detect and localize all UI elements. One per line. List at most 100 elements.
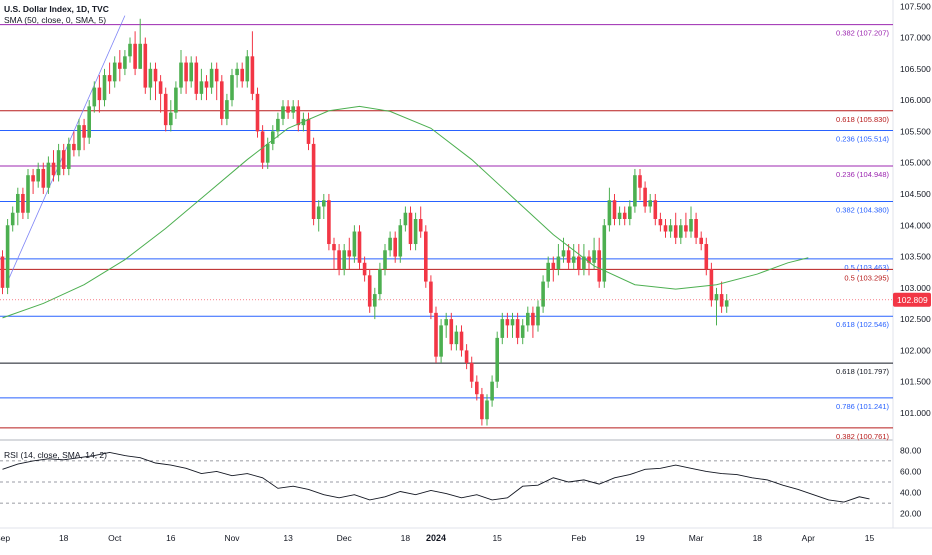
candle-body — [724, 300, 729, 307]
candle-body — [362, 262, 367, 276]
candle-body — [138, 43, 142, 69]
price-tick-label: 101.000 — [900, 408, 931, 418]
symbol-label: U.S. Dollar Index, 1D, TVC — [4, 4, 109, 14]
candle-body — [663, 225, 668, 232]
time-tick-label: Oct — [108, 533, 122, 543]
candle-body — [199, 81, 204, 94]
rsi-legend-label: RSI (14, close, SMA, 14, 2) — [4, 450, 107, 460]
candle-body — [174, 87, 178, 113]
candle-body — [133, 43, 137, 69]
candle-body — [87, 106, 91, 138]
candle-body — [107, 75, 112, 82]
candle-body — [536, 306, 540, 326]
candle-body — [653, 200, 658, 219]
candle-body — [515, 319, 520, 338]
candle-body — [220, 81, 224, 119]
price-tick-label: 101.500 — [900, 377, 931, 387]
candle-body — [475, 381, 479, 395]
price-tick-label: 105.500 — [900, 126, 931, 136]
candle-body — [520, 325, 525, 338]
candle-body — [311, 143, 316, 219]
candle-body — [332, 244, 336, 251]
candle-body — [628, 206, 632, 219]
candle-body — [689, 219, 693, 232]
candle-body — [163, 93, 168, 126]
candle-body — [526, 312, 530, 326]
candle-body — [561, 250, 566, 257]
candle-body — [77, 125, 81, 151]
candle-body — [571, 256, 576, 263]
candle-body — [194, 62, 199, 94]
candle-body — [10, 212, 15, 226]
candle-body — [398, 225, 403, 257]
candle-body — [424, 231, 428, 282]
candle-body — [577, 256, 581, 270]
rsi-line — [2, 451, 870, 503]
candle-body — [342, 250, 346, 270]
candle-body — [41, 168, 46, 188]
candle-body — [271, 131, 275, 144]
time-tick-label: Nov — [224, 533, 240, 543]
candle-body — [607, 200, 612, 226]
candle-body — [373, 294, 377, 307]
candle-body — [378, 269, 382, 295]
candle-body — [143, 43, 148, 88]
price-tick-label: 107.000 — [900, 33, 931, 43]
price-tick-label: 102.500 — [900, 314, 931, 324]
chart-legend: U.S. Dollar Index, 1D, TVC SMA (50, clos… — [4, 4, 109, 26]
candle-body — [622, 212, 627, 219]
candle-body — [495, 337, 499, 382]
time-tick-label: 2024 — [426, 533, 446, 543]
candle-body — [153, 68, 158, 82]
candle-body — [240, 68, 244, 82]
candle-body — [255, 93, 260, 132]
candle-body — [0, 256, 5, 288]
time-tick-label: 15 — [865, 533, 875, 543]
candle-body — [541, 281, 545, 307]
candle-body — [189, 62, 193, 82]
rsi-tick-label: 60.00 — [900, 466, 922, 476]
time-tick-label: Sep — [0, 533, 10, 543]
candle-body — [454, 331, 459, 345]
candle-body — [36, 168, 40, 182]
fib-level-label: 0.382 (107.207) — [836, 29, 889, 38]
candle-body — [352, 231, 357, 257]
candle-body — [51, 162, 56, 176]
candle-body — [403, 212, 408, 226]
candle-body — [434, 312, 438, 357]
candle-body — [291, 106, 295, 113]
candle-body — [418, 219, 423, 232]
candle-body — [500, 319, 505, 338]
candle-body — [566, 250, 571, 263]
candle-body — [250, 56, 255, 94]
candle-body — [260, 131, 265, 163]
candle-body — [123, 56, 127, 69]
candle-body — [587, 256, 591, 263]
fib-level-label: 0.236 (105.514) — [836, 135, 889, 144]
candle-body — [531, 312, 535, 326]
candle-body — [316, 206, 321, 219]
time-tick-label: 18 — [59, 533, 69, 543]
candle-body — [102, 75, 107, 101]
price-tick-label: 106.500 — [900, 64, 931, 74]
candle-body — [485, 400, 489, 420]
candle-body — [204, 81, 209, 88]
candle-body — [179, 62, 183, 88]
candle-body — [413, 219, 418, 245]
price-tick-label: 105.000 — [900, 158, 931, 168]
candle-body — [97, 87, 102, 101]
candle-body — [699, 237, 703, 245]
trend-line — [7, 15, 126, 282]
candle-body — [439, 325, 443, 357]
candle-body — [286, 106, 290, 113]
price-tick-label: 103.500 — [900, 252, 931, 262]
fib-level-label: 0.618 (102.546) — [836, 320, 889, 329]
candle-body — [337, 250, 341, 270]
candle-body — [367, 275, 372, 307]
candle-body — [128, 43, 132, 57]
candle-body — [169, 112, 173, 126]
candle-body — [5, 225, 10, 288]
candle-body — [26, 175, 30, 213]
